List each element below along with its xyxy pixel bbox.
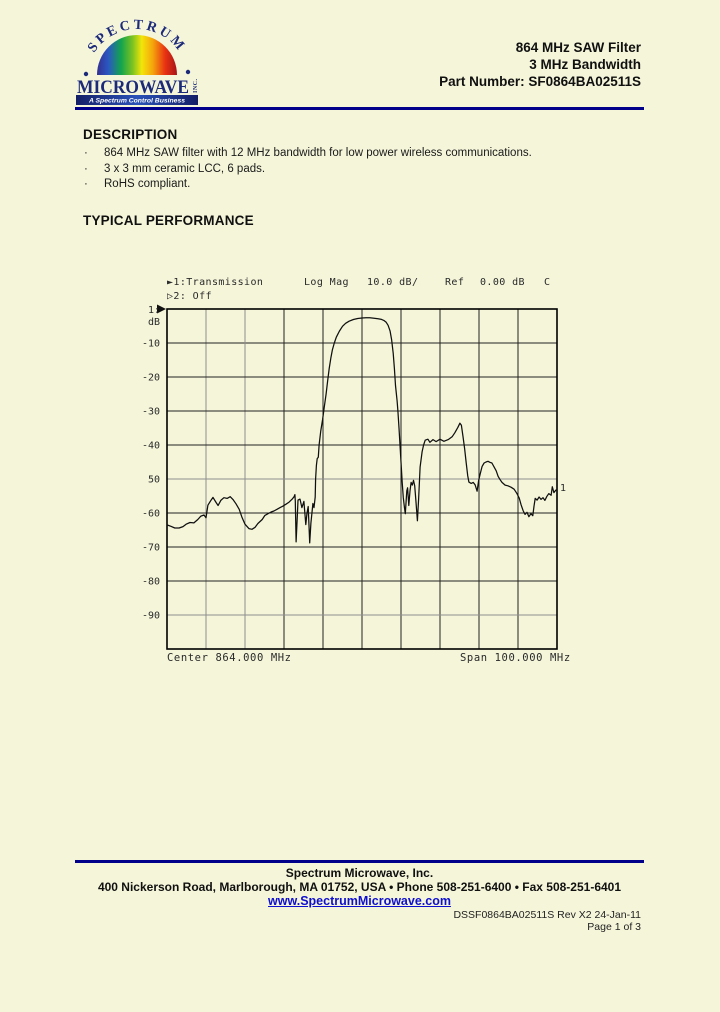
bullet-dot: · — [84, 147, 88, 159]
footer-divider-rule — [75, 860, 644, 863]
rainbow-fan — [97, 35, 177, 75]
trace1-ref-label: Ref — [445, 277, 465, 288]
title-block: 864 MHz SAW Filter 3 MHz Bandwidth Part … — [439, 39, 641, 90]
header-divider-rule — [75, 107, 644, 110]
trace1-scale: 10.0 dB/ — [367, 277, 419, 288]
performance-chart: -10 -20 -30 -40 50 -60 -70 -80 -90 1: dB 1 — [142, 304, 566, 650]
description-heading: DESCRIPTION — [83, 127, 178, 142]
trace1-format: Log Mag — [304, 277, 349, 288]
title-line-1: 864 MHz SAW Filter — [515, 40, 641, 55]
description-bullet-3: · RoHS compliant. — [84, 177, 190, 192]
logo-microwave-text: MICROWAVE — [77, 77, 189, 98]
y-tick-label: -20 — [142, 373, 160, 384]
trace1-ref-value: 0.00 dB — [480, 277, 525, 288]
logo-left-dot — [83, 71, 89, 77]
y-tick-label: -80 — [142, 577, 160, 588]
typical-performance-heading: TYPICAL PERFORMANCE — [83, 213, 254, 228]
company-website-link[interactable]: www.SpectrumMicrowave.com — [268, 894, 451, 908]
y-tick-label: -10 — [142, 339, 160, 350]
y-tick-label: -90 — [142, 611, 160, 622]
footer-doc-id: DSSF0864BA02511S Rev X2 24-Jan-11 — [453, 909, 641, 921]
spectrum-microwave-logo: SPECTRUM MICROWAVE INC. A Spectrum Contr… — [76, 18, 199, 105]
footer-link-row: www.SpectrumMicrowave.com — [75, 894, 644, 908]
chart-grid — [167, 309, 557, 649]
y-axis-unit-label: dB — [148, 317, 160, 328]
y-tick-label: 50 — [148, 475, 160, 486]
chart-border — [166, 308, 558, 650]
y-tick-label: -30 — [142, 407, 160, 418]
y-axis-channel-label: 1: — [148, 305, 160, 316]
bullet-text: 864 MHz SAW filter with 12 MHz bandwidth… — [104, 147, 532, 159]
cal-indicator: C — [544, 277, 551, 288]
transmission-trace — [166, 317, 558, 544]
x-axis-span-label: Span 100.000 MHz — [460, 652, 571, 664]
y-tick-label: -70 — [142, 543, 160, 554]
y-tick-label: -40 — [142, 441, 160, 452]
logo-banner — [76, 95, 198, 105]
x-axis-center-label: Center 864.000 MHz — [167, 652, 292, 664]
title-line-3: Part Number: SF0864BA02511S — [439, 74, 641, 89]
logo-right-dot — [185, 69, 191, 75]
bullet-dot: · — [84, 178, 88, 190]
footer-page-number: Page 1 of 3 — [587, 921, 641, 933]
description-bullet-2: · 3 x 3 mm ceramic LCC, 6 pads. — [84, 162, 265, 177]
footer-company: Spectrum Microwave, Inc. — [285, 866, 434, 880]
ref-level-arrow-icon — [157, 304, 166, 314]
chart-y-tick-labels: -10 -20 -30 -40 50 -60 -70 -80 -90 — [142, 339, 160, 622]
bullet-text: RoHS compliant. — [104, 178, 191, 190]
y-tick-label: -60 — [142, 509, 160, 520]
marker-1-label: 1 — [560, 483, 566, 494]
description-bullet-1: · 864 MHz SAW filter with 12 MHz bandwidt… — [84, 146, 532, 161]
bullet-dot: · — [84, 163, 88, 175]
trace2-label: ▷2: Off — [167, 291, 212, 302]
footer-address: 400 Nickerson Road, Marlborough, MA 0175… — [97, 880, 622, 894]
logo-tagline: A Spectrum Control Business — [88, 98, 185, 105]
logo-inc-text: INC. — [193, 78, 199, 93]
bullet-text: 3 x 3 mm ceramic LCC, 6 pads. — [104, 163, 266, 175]
title-line-2: 3 MHz Bandwidth — [529, 57, 641, 72]
trace1-label: ►1:Transmission — [167, 277, 264, 288]
